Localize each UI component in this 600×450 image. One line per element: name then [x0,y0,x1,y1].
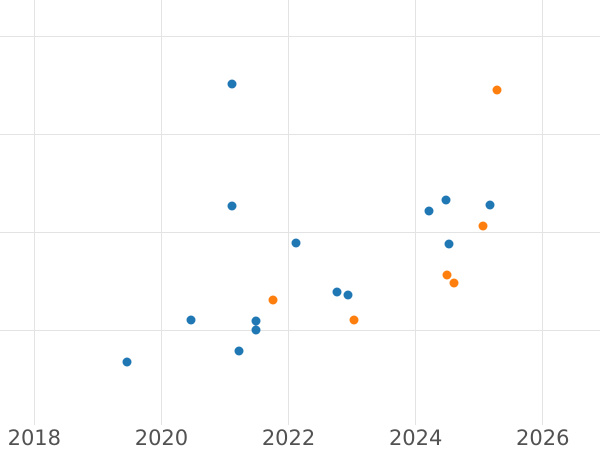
data-point [251,325,261,335]
data-point [449,278,459,288]
x-gridline [33,0,35,425]
x-tick-label: 2024 [388,426,443,450]
x-tick-label: 2026 [516,426,570,450]
data-point [485,200,495,210]
data-point [227,201,237,211]
x-tick-label: 2022 [261,426,316,450]
y-gridline [0,329,600,331]
y-gridline [0,133,600,135]
data-point [478,221,488,231]
y-gridline [0,231,600,233]
data-point [349,315,359,325]
x-tick-label: 2020 [134,426,189,450]
data-point [441,195,451,205]
x-gridline [160,0,162,425]
data-point [227,79,237,89]
data-point [251,316,261,326]
data-point [343,290,353,300]
data-point [186,315,196,325]
x-tick-label: 2018 [7,426,62,450]
data-point [424,206,434,216]
data-point [291,238,301,248]
data-point [492,85,502,95]
data-point [444,239,454,249]
x-gridline [288,0,290,425]
x-gridline [542,0,544,425]
x-gridline [415,0,417,425]
data-point [332,287,342,297]
data-point [234,346,244,356]
y-gridline [0,35,600,37]
data-point [268,295,278,305]
data-point [442,270,452,279]
data-point [122,357,132,367]
